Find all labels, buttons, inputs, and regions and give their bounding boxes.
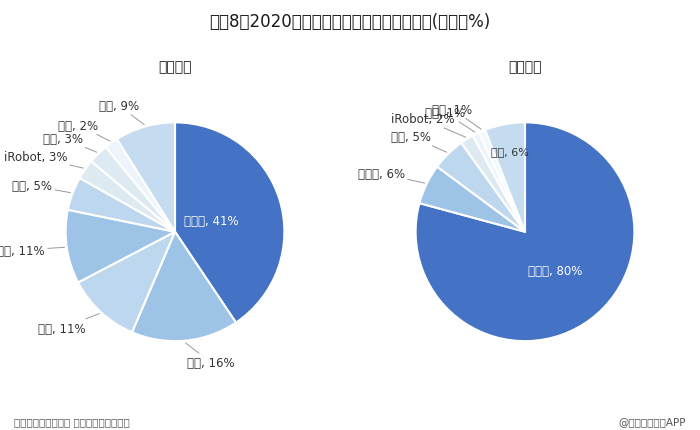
- Text: 石头, 11%: 石头, 11%: [38, 314, 99, 335]
- Wedge shape: [80, 162, 175, 232]
- Text: 海尔, 3%: 海尔, 3%: [43, 132, 97, 153]
- Text: 云鲸, 11%: 云鲸, 11%: [0, 244, 64, 257]
- Wedge shape: [132, 232, 236, 341]
- Text: 美的, 5%: 美的, 5%: [391, 131, 447, 153]
- Wedge shape: [416, 123, 634, 341]
- Text: 科沃斯, 41%: 科沃斯, 41%: [184, 215, 239, 227]
- Text: 其他, 9%: 其他, 9%: [99, 100, 144, 125]
- Wedge shape: [117, 123, 175, 232]
- Text: 惠而浦, 6%: 惠而浦, 6%: [358, 168, 425, 184]
- Text: iRobot, 3%: iRobot, 3%: [4, 151, 83, 169]
- Text: 图表8：2020年中国扫地机器人行业竞争格局(单位：%): 图表8：2020年中国扫地机器人行业竞争格局(单位：%): [209, 13, 491, 31]
- Wedge shape: [91, 147, 175, 232]
- Title: 线上渠道: 线上渠道: [158, 60, 192, 74]
- Text: 由利, 2%: 由利, 2%: [58, 119, 110, 142]
- Wedge shape: [68, 178, 175, 232]
- Text: 资料来源：奥维云网 前瞻产业研究院整理: 资料来源：奥维云网 前瞻产业研究院整理: [14, 416, 130, 426]
- Wedge shape: [479, 131, 525, 232]
- Text: 美的, 5%: 美的, 5%: [12, 180, 71, 193]
- Wedge shape: [485, 123, 525, 232]
- Text: iRobot, 2%: iRobot, 2%: [391, 113, 466, 138]
- Wedge shape: [437, 144, 525, 232]
- Text: 小米, 1%: 小米, 1%: [425, 107, 475, 133]
- Title: 线下渠道: 线下渠道: [508, 60, 542, 74]
- Wedge shape: [78, 232, 175, 332]
- Wedge shape: [106, 140, 175, 232]
- Wedge shape: [175, 123, 284, 323]
- Wedge shape: [461, 136, 525, 232]
- Wedge shape: [473, 133, 525, 232]
- Text: @前瞻经济学人APP: @前瞻经济学人APP: [619, 416, 686, 426]
- Text: 石头, 1%: 石头, 1%: [433, 103, 481, 130]
- Text: 科沃斯, 80%: 科沃斯, 80%: [528, 265, 582, 278]
- Wedge shape: [66, 210, 175, 283]
- Wedge shape: [419, 167, 525, 232]
- Text: 其他, 6%: 其他, 6%: [491, 147, 528, 157]
- Text: 小米, 16%: 小米, 16%: [186, 343, 235, 369]
